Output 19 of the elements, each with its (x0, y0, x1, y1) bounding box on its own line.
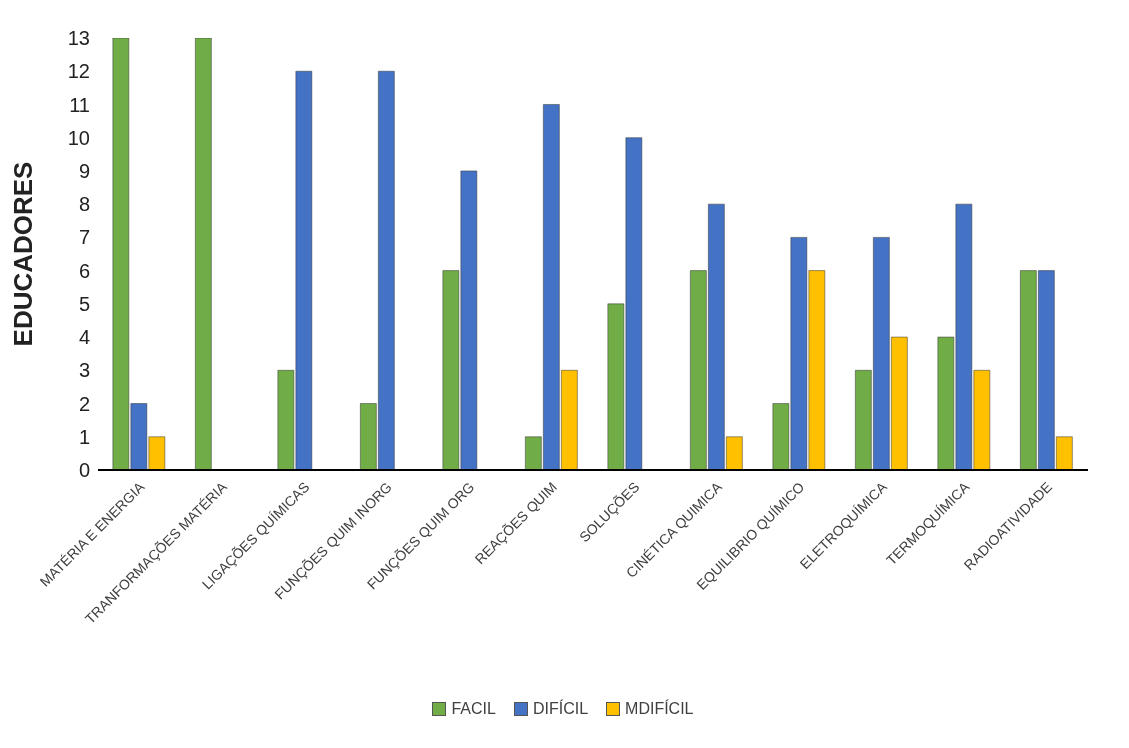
y-tick-label: 8 (78, 193, 90, 216)
y-tick-label: 13 (67, 27, 90, 50)
y-tick-label: 6 (78, 259, 90, 282)
y-tick-label: 3 (78, 359, 90, 382)
y-tick-label: 2 (78, 392, 90, 415)
bar (195, 38, 212, 470)
y-tick-label: 7 (78, 226, 90, 249)
y-tick-label: 11 (69, 93, 90, 116)
y-axis-title: EDUCADORES (8, 161, 39, 347)
y-tick-label: 1 (78, 425, 90, 448)
y-tick-label: 5 (78, 292, 90, 315)
y-tick-label: 9 (78, 160, 90, 183)
y-tick-label: 4 (78, 326, 90, 349)
y-tick-label: 10 (67, 126, 90, 149)
legend-label: DIFÍCIL (532, 700, 589, 718)
legend-label: MDIFÍCIL (625, 700, 694, 718)
legend-label: FACIL (451, 700, 496, 718)
y-tick-label: 0 (78, 459, 90, 482)
y-tick-label: 12 (67, 60, 90, 83)
